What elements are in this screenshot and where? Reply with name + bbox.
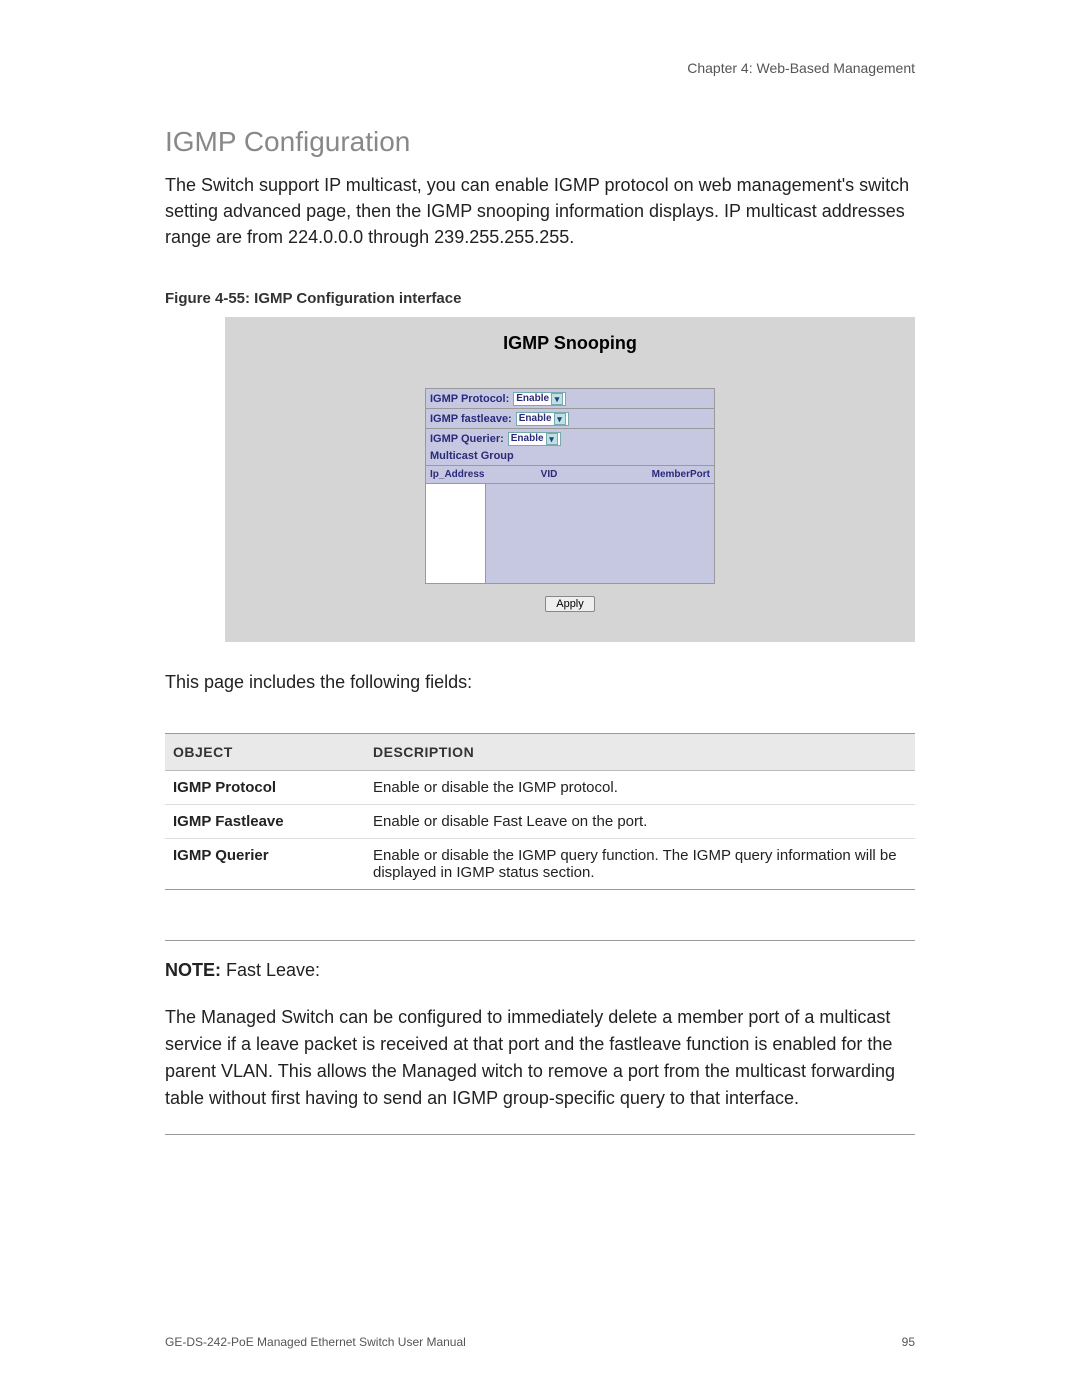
th-object: OBJECT	[165, 734, 365, 771]
cfg-row-fastleave: IGMP fastleave: Enable ▾	[425, 408, 715, 428]
chevron-down-icon: ▾	[551, 393, 563, 405]
cell-object: IGMP Protocol	[165, 771, 365, 805]
cell-desc: Enable or disable the IGMP query functio…	[365, 839, 915, 890]
footer-page-number: 95	[902, 1335, 915, 1349]
figure-caption: Figure 4-55: IGMP Configuration interfac…	[165, 290, 915, 307]
cell-object: IGMP Fastleave	[165, 805, 365, 839]
igmp-fastleave-select[interactable]: Enable ▾	[516, 412, 569, 426]
igmp-querier-select[interactable]: Enable ▾	[508, 432, 561, 446]
col-vid: VID	[504, 469, 594, 480]
table-row: IGMP Fastleave Enable or disable Fast Le…	[165, 805, 915, 839]
th-description: DESCRIPTION	[365, 734, 915, 771]
column-headers: Ip_Address VID MemberPort	[425, 466, 715, 484]
cfg-row-querier: IGMP Querier: Enable ▾	[425, 428, 715, 448]
multicast-list	[425, 484, 715, 584]
select-value: Enable	[519, 413, 552, 424]
chevron-down-icon: ▾	[554, 413, 566, 425]
select-value: Enable	[516, 393, 549, 404]
intro-paragraph: The Switch support IP multicast, you can…	[165, 172, 915, 250]
cfg-label: IGMP Querier:	[430, 433, 504, 445]
multicast-group-header: Multicast Group	[425, 448, 715, 466]
chevron-down-icon: ▾	[546, 433, 558, 445]
col-ip: Ip_Address	[426, 469, 504, 480]
cell-desc: Enable or disable the IGMP protocol.	[365, 771, 915, 805]
select-value: Enable	[511, 433, 544, 444]
config-panel: IGMP Protocol: Enable ▾ IGMP fastleave: …	[425, 388, 715, 612]
screenshot-title: IGMP Snooping	[225, 333, 915, 354]
chapter-header: Chapter 4: Web-Based Management	[165, 60, 915, 76]
col-memberport: MemberPort	[594, 469, 714, 480]
cfg-row-protocol: IGMP Protocol: Enable ▾	[425, 388, 715, 408]
fields-intro: This page includes the following fields:	[165, 672, 915, 693]
footer-manual: GE-DS-242-PoE Managed Ethernet Switch Us…	[165, 1335, 466, 1349]
ip-listbox[interactable]	[426, 484, 486, 583]
apply-button[interactable]: Apply	[545, 596, 595, 612]
table-row: IGMP Protocol Enable or disable the IGMP…	[165, 771, 915, 805]
note-block: NOTE: Fast Leave: The Managed Switch can…	[165, 940, 915, 1135]
note-label: NOTE:	[165, 960, 221, 980]
section-title: IGMP Configuration	[165, 126, 915, 158]
cfg-label: IGMP fastleave:	[430, 413, 512, 425]
screenshot-panel: IGMP Snooping IGMP Protocol: Enable ▾ IG…	[225, 317, 915, 642]
cell-object: IGMP Querier	[165, 839, 365, 890]
cell-desc: Enable or disable Fast Leave on the port…	[365, 805, 915, 839]
table-row: IGMP Querier Enable or disable the IGMP …	[165, 839, 915, 890]
page-footer: GE-DS-242-PoE Managed Ethernet Switch Us…	[165, 1335, 915, 1349]
cfg-label: IGMP Protocol:	[430, 393, 509, 405]
igmp-protocol-select[interactable]: Enable ▾	[513, 392, 566, 406]
note-title: Fast Leave:	[221, 960, 320, 980]
note-body: The Managed Switch can be configured to …	[165, 1004, 915, 1112]
fields-table: OBJECT DESCRIPTION IGMP Protocol Enable …	[165, 733, 915, 890]
